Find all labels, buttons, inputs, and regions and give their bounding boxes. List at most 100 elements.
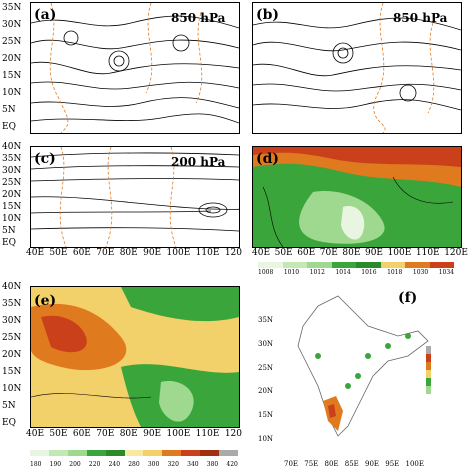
lon-ticks-c: 40E 50E 60E 70E 80E 90E 100E 110E 120 (26, 249, 242, 258)
lon-ticks-f: 70E 75E 80E 85E 90E 95E 100E (284, 460, 424, 469)
lon-tick: 60E (72, 248, 91, 258)
lat-tick: 10N (2, 214, 22, 224)
panel-label: (e) (34, 293, 57, 309)
lat-tick: 25N (2, 333, 22, 343)
lat-ticks-f: 35N 30N 25N 20N 15N 10N (258, 316, 273, 444)
lat-tick: EQ (2, 238, 16, 248)
lat-tick: 30N (2, 20, 22, 30)
lat-tick: 40N (2, 142, 22, 152)
streamline-map-a (31, 3, 239, 133)
lon-tick: 90E (143, 429, 162, 439)
colorbar-tick: 200 (69, 461, 81, 468)
panel-b: (b) 850 hPa (252, 2, 462, 134)
lat-tick: 20N (2, 350, 22, 360)
pressure-level-label: 850 hPa (393, 11, 448, 25)
lon-tick: 100E (166, 248, 191, 258)
lon-tick: 75E (304, 460, 319, 468)
lon-tick: 70E (319, 248, 338, 258)
colorbar-tick: 1034 (438, 269, 454, 276)
colorbar-tick: 380 (206, 461, 219, 468)
colorbar-tick: 1014 (335, 269, 351, 276)
panel-label: (c) (34, 151, 56, 167)
colorbar-tick: 240 (108, 461, 121, 468)
lon-tick: 95E (385, 460, 400, 468)
lon-tick: 110E (195, 429, 220, 439)
lat-tick: 5N (2, 401, 16, 411)
panel-c: (c) 200 hPa (30, 146, 240, 248)
lat-tick: 35N (2, 3, 22, 13)
colorbar-tick: 320 (167, 461, 179, 468)
lon-tick: 90E (143, 248, 162, 258)
pressure-level-label: 850 hPa (171, 11, 226, 25)
colorbar-e-ticks: 180 190 200 220 240 280 300 320 340 380 … (30, 461, 238, 468)
lon-tick: 80E (119, 429, 138, 439)
lat-tick: 15N (258, 411, 274, 420)
lon-tick: 90E (364, 248, 383, 258)
lat-tick: 25N (258, 363, 274, 372)
lon-tick: 50E (49, 429, 68, 439)
lon-tick: 50E (274, 248, 293, 258)
panel-label: (b) (256, 7, 280, 23)
lat-tick: 35N (2, 299, 22, 309)
panel-a: (a) 850 hPa (30, 2, 240, 134)
lat-tick: 40N (2, 282, 22, 292)
lat-tick: EQ (2, 122, 16, 132)
height-map-e (31, 287, 239, 427)
lat-tick: 25N (2, 37, 22, 47)
colorbar-f (426, 346, 431, 394)
pressure-map-d (253, 147, 461, 247)
lon-ticks-e: 40E 50E 60E 70E 80E 90E 100E 110E 120 (26, 430, 242, 439)
lon-ticks-d: 40E 50E 60E 70E 80E 90E 100E 110E 120E (252, 249, 468, 258)
lon-tick: 40E (252, 248, 271, 258)
lon-tick: 40E (26, 248, 45, 258)
lat-tick: 5N (2, 226, 16, 236)
lon-tick: 50E (49, 248, 68, 258)
colorbar-tick: 180 (30, 461, 42, 468)
lon-tick: 60E (297, 248, 316, 258)
lat-tick: 10N (258, 434, 274, 443)
lon-tick: 60E (72, 429, 91, 439)
lat-ticks-a: 35N 30N 25N 20N 15N 10N 5N EQ (2, 4, 21, 132)
lat-ticks-c: 40N 35N 30N 25N 20N 15N 10N 5N EQ (2, 143, 21, 248)
lon-tick: 100E (387, 248, 412, 258)
colorbar-tick: 280 (128, 461, 140, 468)
colorbar-tick: 1030 (412, 269, 429, 276)
lat-tick: 10N (2, 88, 22, 98)
colorbar-tick: 1008 (258, 269, 274, 276)
lat-tick: 30N (258, 339, 274, 348)
colorbar-d-ticks: 1008 1010 1012 1014 1016 1018 1030 1034 (258, 269, 454, 276)
panel-f: (f) (278, 286, 458, 454)
pressure-level-label: 200 hPa (171, 155, 226, 169)
lon-tick: 100E (166, 429, 191, 439)
panel-label: (a) (34, 7, 57, 23)
lat-tick: 10N (2, 384, 22, 394)
lon-tick: 70E (96, 248, 115, 258)
colorbar-tick: 1012 (309, 269, 325, 276)
india-map-f (297, 295, 431, 437)
lon-tick: 100E (405, 460, 424, 468)
panel-d: (d) (252, 146, 462, 248)
lon-tick: 80E (119, 248, 138, 258)
lon-tick: 120 (224, 248, 242, 258)
lat-tick: 15N (2, 71, 22, 81)
lon-tick: 80E (342, 248, 361, 258)
lat-tick: 35N (258, 316, 274, 324)
lon-tick: 90E (365, 460, 380, 468)
lat-tick: 20N (2, 190, 22, 200)
lat-tick: 20N (258, 387, 274, 396)
colorbar-tick: 190 (49, 461, 62, 468)
panel-e: (e) (30, 286, 240, 428)
lon-tick: 70E (284, 460, 299, 468)
panel-label: (f) (398, 290, 418, 306)
colorbar-tick: 1016 (361, 269, 377, 276)
panel-label: (d) (256, 151, 280, 167)
lat-tick: 30N (2, 316, 22, 326)
colorbar-tick: 340 (187, 461, 199, 468)
lon-tick: 120 (224, 429, 242, 439)
lon-tick: 110E (415, 248, 440, 258)
streamline-map-c (31, 147, 239, 247)
lat-tick: 35N (2, 154, 22, 164)
lat-tick: EQ (2, 418, 16, 428)
colorbar-d (258, 262, 454, 268)
colorbar-tick: 1018 (387, 269, 403, 276)
